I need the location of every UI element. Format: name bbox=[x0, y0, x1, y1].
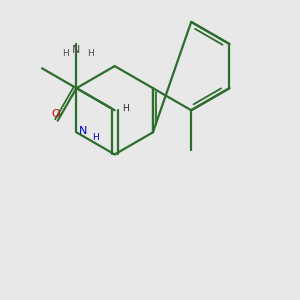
Text: H: H bbox=[122, 104, 129, 113]
Text: H: H bbox=[62, 49, 69, 58]
Text: N: N bbox=[79, 126, 87, 136]
Text: H: H bbox=[92, 133, 98, 142]
Text: N: N bbox=[72, 46, 81, 56]
Text: O: O bbox=[52, 109, 61, 119]
Text: H: H bbox=[87, 49, 94, 58]
